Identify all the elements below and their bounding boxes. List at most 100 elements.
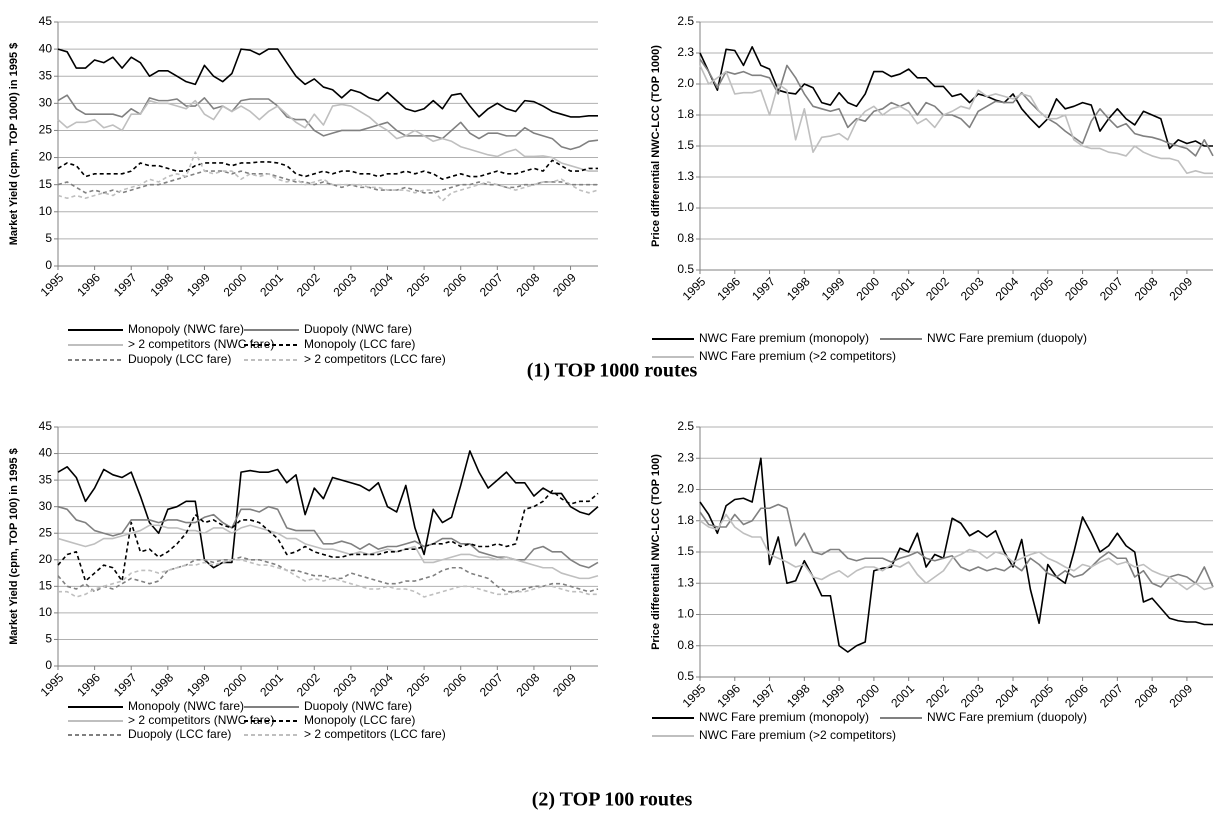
- y-tick-label: 20: [39, 150, 53, 164]
- x-tick-label: 2009: [550, 670, 579, 699]
- y-tick-label: 30: [39, 96, 53, 110]
- y-tick-label: 25: [39, 525, 53, 539]
- x-tick-label: 2003: [958, 274, 987, 303]
- chart-panel: 0.5 0.8 1.0 1.3 1.5 1.8 2.0 2.3 2.5 Price differe…: [650, 14, 1214, 363]
- y-tick-label: 2.3: [677, 45, 694, 59]
- y-tick-label: 15: [39, 579, 53, 593]
- y-tick-label: 10: [39, 204, 53, 218]
- caption: (2) TOP 100 routes: [532, 789, 693, 811]
- y-tick-label: 20: [39, 552, 53, 566]
- x-tick-label: 2002: [923, 274, 952, 303]
- x-tick-label: 2007: [477, 270, 506, 299]
- legend-label: Duopoly (LCC fare): [128, 727, 231, 741]
- y-tick-label: 10: [39, 605, 53, 619]
- x-tick-label: 1996: [74, 670, 103, 699]
- y-tick-label: 40: [39, 41, 53, 55]
- y-tick-label: 45: [39, 419, 53, 433]
- x-tick-label: 2002: [923, 681, 952, 710]
- chart-panel: 0 5 10 15 20 25 30 35 40 45 Market Yield (cpm, TOP…: [8, 14, 599, 366]
- legend-label: NWC Fare premium (>2 competitors): [699, 349, 896, 363]
- x-tick-label: 1996: [74, 270, 103, 299]
- series-line: [57, 48, 598, 118]
- legend-label: Monopoly (LCC fare): [304, 337, 415, 351]
- x-tick-label: 2008: [514, 270, 543, 299]
- x-tick-label: 1996: [714, 274, 743, 303]
- y-tick-label: 30: [39, 499, 53, 513]
- legend-label: Monopoly (LCC fare): [304, 713, 415, 727]
- x-tick-label: 2006: [440, 670, 469, 699]
- x-tick-label: 2003: [330, 270, 359, 299]
- x-tick-label: 2006: [440, 270, 469, 299]
- series-line: [699, 457, 1213, 653]
- x-tick-label: 2001: [888, 274, 917, 303]
- y-tick-label: 5: [45, 231, 52, 245]
- x-tick-label: 1998: [147, 270, 176, 299]
- x-tick-label: 2007: [477, 670, 506, 699]
- legend-label: NWC Fare premium (>2 competitors): [699, 728, 896, 742]
- x-tick-label: 1997: [111, 270, 140, 299]
- legend-label: NWC Fare premium (duopoly): [927, 710, 1087, 724]
- y-tick-label: 35: [39, 472, 53, 486]
- x-tick-label: 1997: [749, 274, 778, 303]
- series-line: [57, 159, 598, 181]
- series-line: [699, 513, 1214, 591]
- legend-label: NWC Fare premium (monopoly): [699, 331, 869, 345]
- legend-label: > 2 competitors (LCC fare): [304, 727, 446, 741]
- x-tick-label: 1995: [38, 670, 67, 699]
- x-tick-label: 2005: [404, 270, 433, 299]
- x-tick-label: 2007: [1097, 274, 1126, 303]
- legend-label: Duopoly (NWC fare): [304, 322, 412, 336]
- x-tick-label: 1996: [714, 681, 743, 710]
- x-tick-label: 1997: [749, 681, 778, 710]
- y-tick-label: 1.8: [677, 107, 694, 121]
- y-tick-label: 2.5: [677, 419, 694, 433]
- x-tick-label: 2001: [257, 670, 286, 699]
- y-axis-title: Price differential NWC-LCC (TOP 1000): [650, 45, 662, 247]
- x-tick-label: 2003: [330, 670, 359, 699]
- y-tick-label: 0.5: [677, 262, 694, 276]
- series-line: [57, 450, 599, 569]
- series-line: [57, 94, 599, 151]
- legend-label: Monopoly (NWC fare): [128, 322, 244, 336]
- chart-panel: 0 5 10 15 20 25 30 35 40 45 Market Yield (cpm, TOP…: [8, 419, 599, 741]
- series-line: [57, 524, 599, 580]
- x-tick-label: 2004: [367, 670, 396, 699]
- x-tick-label: 1999: [184, 270, 213, 299]
- x-tick-label: 2000: [221, 270, 250, 299]
- x-tick-label: 2001: [888, 681, 917, 710]
- series-line: [57, 99, 598, 172]
- x-tick-label: 2008: [514, 670, 543, 699]
- y-tick-label: 2.0: [677, 76, 694, 90]
- x-tick-label: 2005: [1027, 681, 1056, 710]
- x-tick-label: 2004: [993, 274, 1022, 303]
- x-tick-label: 2004: [367, 270, 396, 299]
- y-axis-title: Market Yield (cpm, TOP 100) in 1995 $: [8, 448, 20, 644]
- y-tick-label: 0: [45, 658, 52, 672]
- y-tick-label: 1.5: [677, 138, 694, 152]
- x-tick-label: 2009: [550, 270, 579, 299]
- series-line: [57, 489, 599, 582]
- y-tick-label: 45: [39, 14, 53, 28]
- y-tick-label: 0.8: [677, 231, 694, 245]
- legend-label: Duopoly (LCC fare): [128, 352, 231, 366]
- y-tick-label: 0.5: [677, 669, 694, 683]
- x-tick-label: 2009: [1166, 681, 1195, 710]
- series-line: [57, 151, 599, 202]
- x-tick-label: 2008: [1132, 681, 1161, 710]
- y-tick-label: 2.0: [677, 482, 694, 496]
- caption: (1) TOP 1000 routes: [527, 360, 698, 382]
- x-tick-label: 1999: [819, 274, 848, 303]
- legend-label: Duopoly (NWC fare): [304, 699, 412, 713]
- legend-label: Monopoly (NWC fare): [128, 699, 244, 713]
- legend-label: > 2 competitors (NWC fare): [128, 713, 274, 727]
- x-tick-label: 2006: [1062, 274, 1091, 303]
- x-tick-label: 1995: [680, 681, 709, 710]
- series-line: [57, 556, 599, 593]
- y-tick-label: 25: [39, 123, 53, 137]
- chart-panel: 0.5 0.8 1.0 1.3 1.5 1.8 2.0 2.3 2.5 Price differe…: [650, 419, 1214, 742]
- series-line: [699, 65, 1213, 175]
- y-axis-title: Price differential NWC-LCC (TOP 100): [650, 454, 662, 650]
- x-tick-label: 1998: [784, 274, 813, 303]
- series-line: [699, 503, 1214, 588]
